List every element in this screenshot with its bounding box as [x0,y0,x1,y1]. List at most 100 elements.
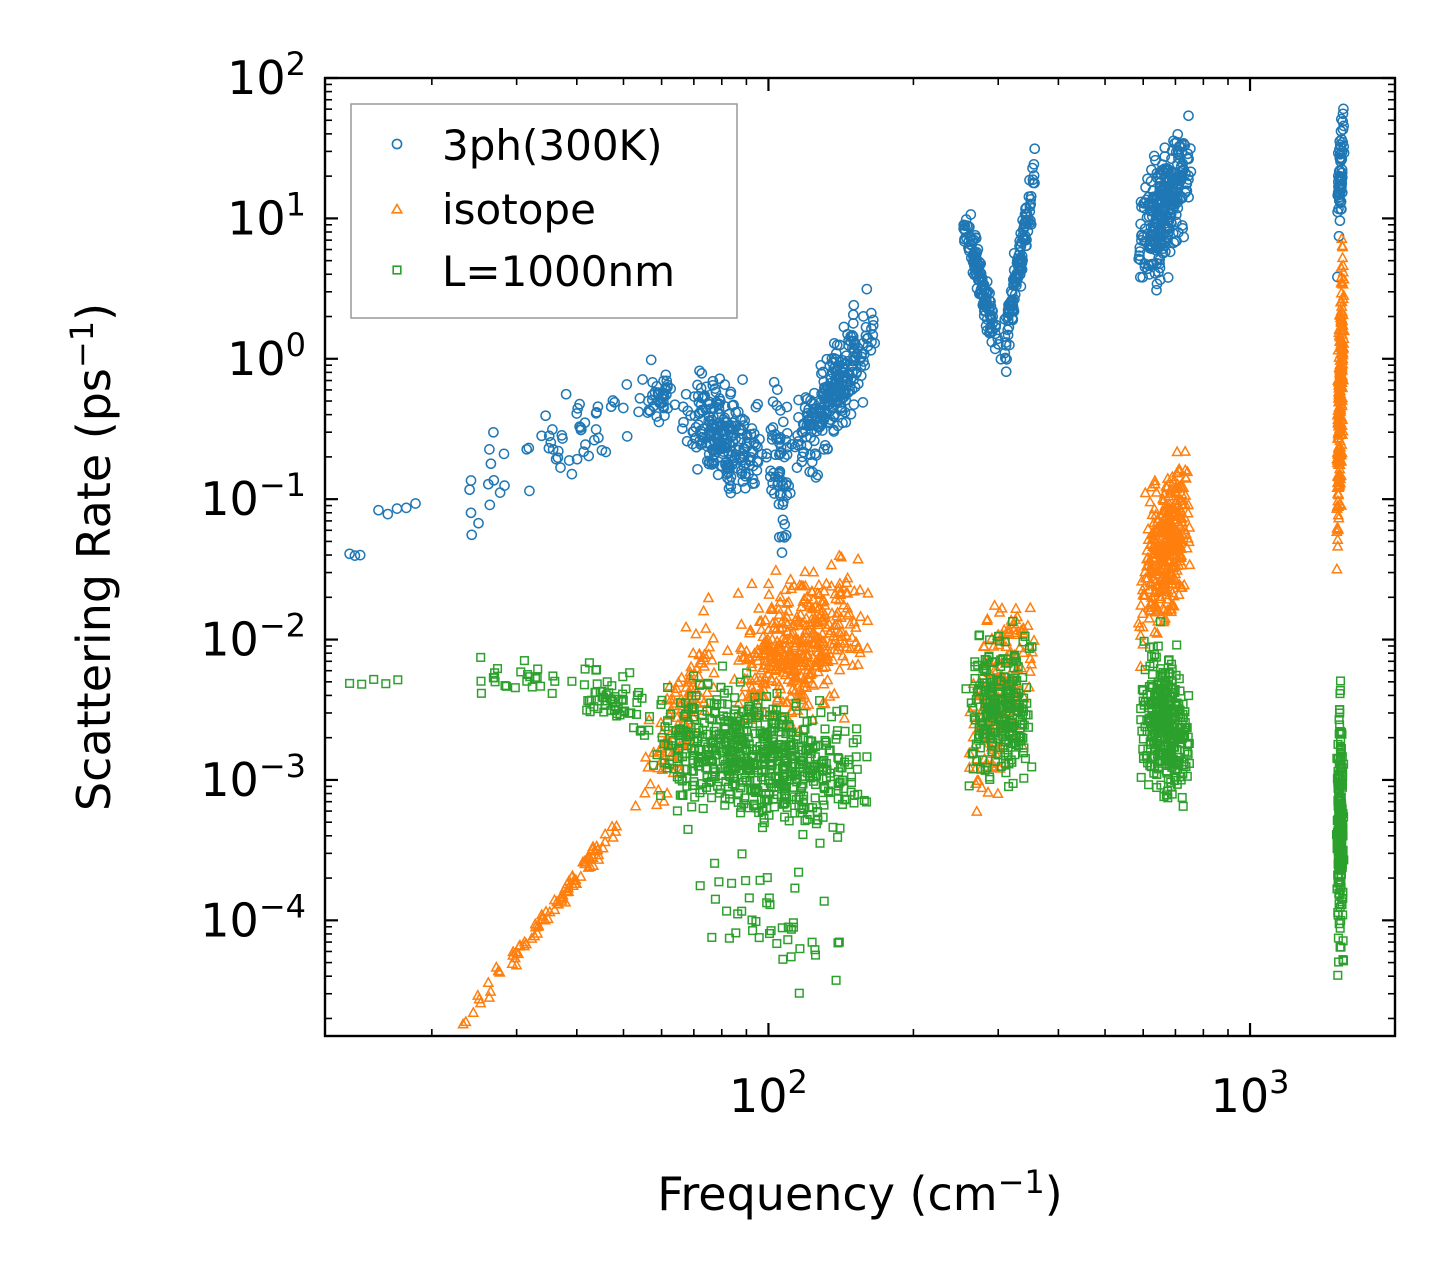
data-point [728,763,738,773]
data-point [861,283,873,295]
data-point [779,648,791,660]
data-point [1024,601,1037,613]
x-axis-label: Frequency (cm−1) [657,1163,1062,1221]
data-point [830,618,843,630]
data-point [688,391,700,402]
data-point [674,743,684,753]
data-point [1167,664,1177,674]
data-point [1336,428,1349,439]
data-point [1000,637,1010,647]
data-point [1145,596,1158,607]
data-point [713,429,725,441]
data-point [560,388,572,400]
data-point [648,760,659,770]
data-point [543,430,555,442]
data-point [1006,679,1016,689]
data-point [1151,627,1164,638]
data-point [984,772,995,782]
data-point [1024,652,1037,664]
data-point [1149,474,1161,486]
data-point [644,725,654,735]
data-point [1154,717,1164,727]
data-point [754,933,764,943]
data-point [974,267,986,278]
data-point [672,772,682,782]
data-point [800,624,812,635]
data-point [1338,936,1348,946]
data-point [764,789,774,799]
data-point [1162,489,1175,501]
data-point [1163,556,1176,568]
data-point [637,693,647,703]
data-point [785,582,798,594]
data-point [813,610,826,622]
data-point [607,831,619,842]
data-point [838,321,850,333]
data-point [836,649,849,661]
data-point [739,707,749,717]
data-point [675,790,685,800]
data-point [1334,472,1347,484]
data-point [1142,522,1154,534]
data-point [748,428,760,440]
data-point [545,437,557,448]
data-point [733,909,743,919]
data-point [543,905,556,917]
data-point [1336,399,1348,411]
data-point [698,803,708,814]
data-point [751,787,761,797]
data-point [749,801,759,811]
data-point [540,410,551,422]
data-point [592,665,602,675]
data-point [568,874,580,885]
data-point [687,744,697,754]
data-point [782,595,795,607]
data-point [813,588,826,600]
data-point [781,427,793,439]
data-point [693,734,703,744]
data-point [610,692,620,702]
data-point [730,693,740,703]
data-point [719,401,731,412]
data-point [1161,734,1171,744]
data-point [1336,814,1346,824]
data-point [657,733,667,743]
data-point [828,643,841,654]
data-point [1025,219,1037,230]
legend: 3ph(300K) isotope L=1000nm [350,103,738,319]
data-point [1014,263,1025,275]
data-point [687,438,698,450]
data-point [734,758,744,768]
data-point [1136,772,1146,782]
data-point [831,606,844,618]
data-point [783,935,793,945]
data-point [1178,801,1188,811]
data-point [1337,259,1350,270]
data-point [845,408,857,420]
data-point [1334,387,1347,398]
data-point [754,433,765,445]
data-point [812,618,825,630]
data-point [699,718,709,728]
data-point [1159,499,1172,510]
data-point [867,329,879,341]
data-point [563,455,575,466]
data-point [587,859,600,871]
data-point [701,686,714,698]
data-point [1176,165,1188,176]
data-point [1141,571,1154,583]
data-point [744,624,757,636]
data-point [791,651,804,663]
data-point [1166,777,1176,787]
data-point [1139,486,1152,498]
data-point [1019,693,1029,703]
data-point [846,329,858,341]
data-point [831,975,841,985]
data-point [816,368,827,380]
data-point [752,456,764,468]
data-point [369,674,379,684]
data-point [820,724,830,734]
data-point [975,284,987,296]
data-point [703,680,713,690]
data-point [1162,692,1173,702]
